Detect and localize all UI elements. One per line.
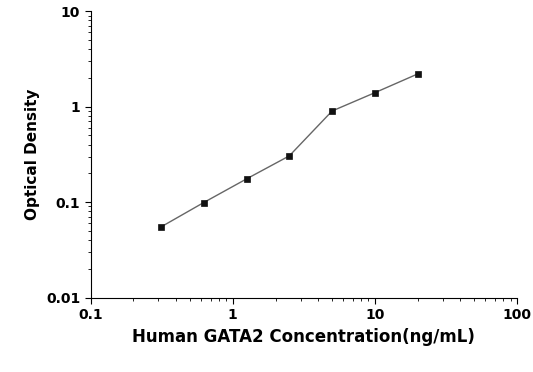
Y-axis label: Optical Density: Optical Density	[26, 89, 41, 220]
X-axis label: Human GATA2 Concentration(ng/mL): Human GATA2 Concentration(ng/mL)	[132, 328, 475, 346]
